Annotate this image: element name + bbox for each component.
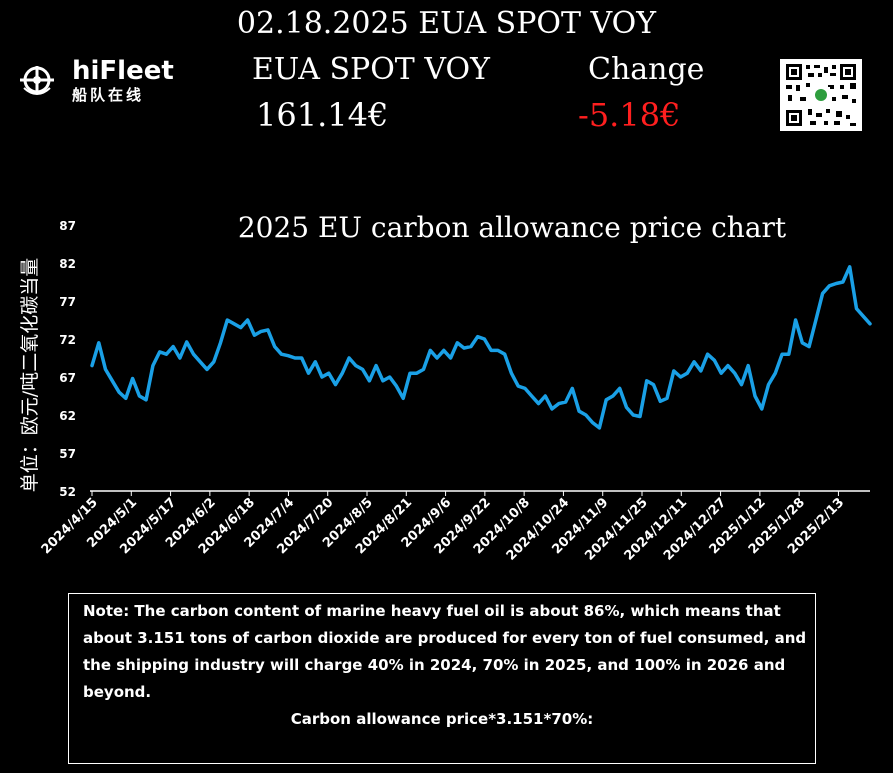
- y-tick-label: 87: [59, 219, 76, 233]
- qr-code-icon: [780, 59, 862, 131]
- y-tick-label: 52: [59, 485, 76, 499]
- ship-wheel-icon: [20, 66, 54, 95]
- change-value: -5.18€: [578, 96, 681, 134]
- page-title: 02.18.2025 EUA SPOT VOY: [236, 6, 657, 41]
- y-tick-label: 82: [59, 257, 76, 271]
- y-axis-label: 单位：欧元/吨二氧化碳当量: [19, 258, 41, 492]
- note-box: Note: The carbon content of marine heavy…: [68, 593, 816, 764]
- y-tick-label: 62: [59, 409, 76, 423]
- spot-price: 161.14€: [256, 96, 389, 134]
- spot-label: EUA SPOT VOY: [252, 52, 490, 87]
- series-line: [90, 265, 872, 430]
- note-text: Note: The carbon content of marine heavy…: [83, 602, 807, 701]
- price-chart: 2025 EU carbon allowance price chart 单位：…: [19, 211, 872, 564]
- change-label: Change: [588, 52, 705, 87]
- logo-name: hiFleet: [72, 56, 174, 86]
- y-tick-label: 72: [59, 333, 76, 347]
- x-tick-labels: 2024/4/152024/5/12024/5/172024/6/22024/6…: [39, 495, 848, 563]
- chart-title: 2025 EU carbon allowance price chart: [238, 211, 787, 244]
- y-tick-labels: 87 82 77 72 67 62 57 52: [59, 219, 76, 499]
- note-formula: Carbon allowance price*3.151*70%:: [290, 710, 594, 728]
- series-group: [90, 265, 872, 430]
- y-tick-label: 77: [59, 295, 76, 309]
- y-tick-label: 57: [59, 447, 76, 461]
- logo-subtitle: 船队在线: [72, 86, 145, 104]
- x-ticks: [91, 491, 839, 496]
- y-tick-label: 67: [59, 371, 76, 385]
